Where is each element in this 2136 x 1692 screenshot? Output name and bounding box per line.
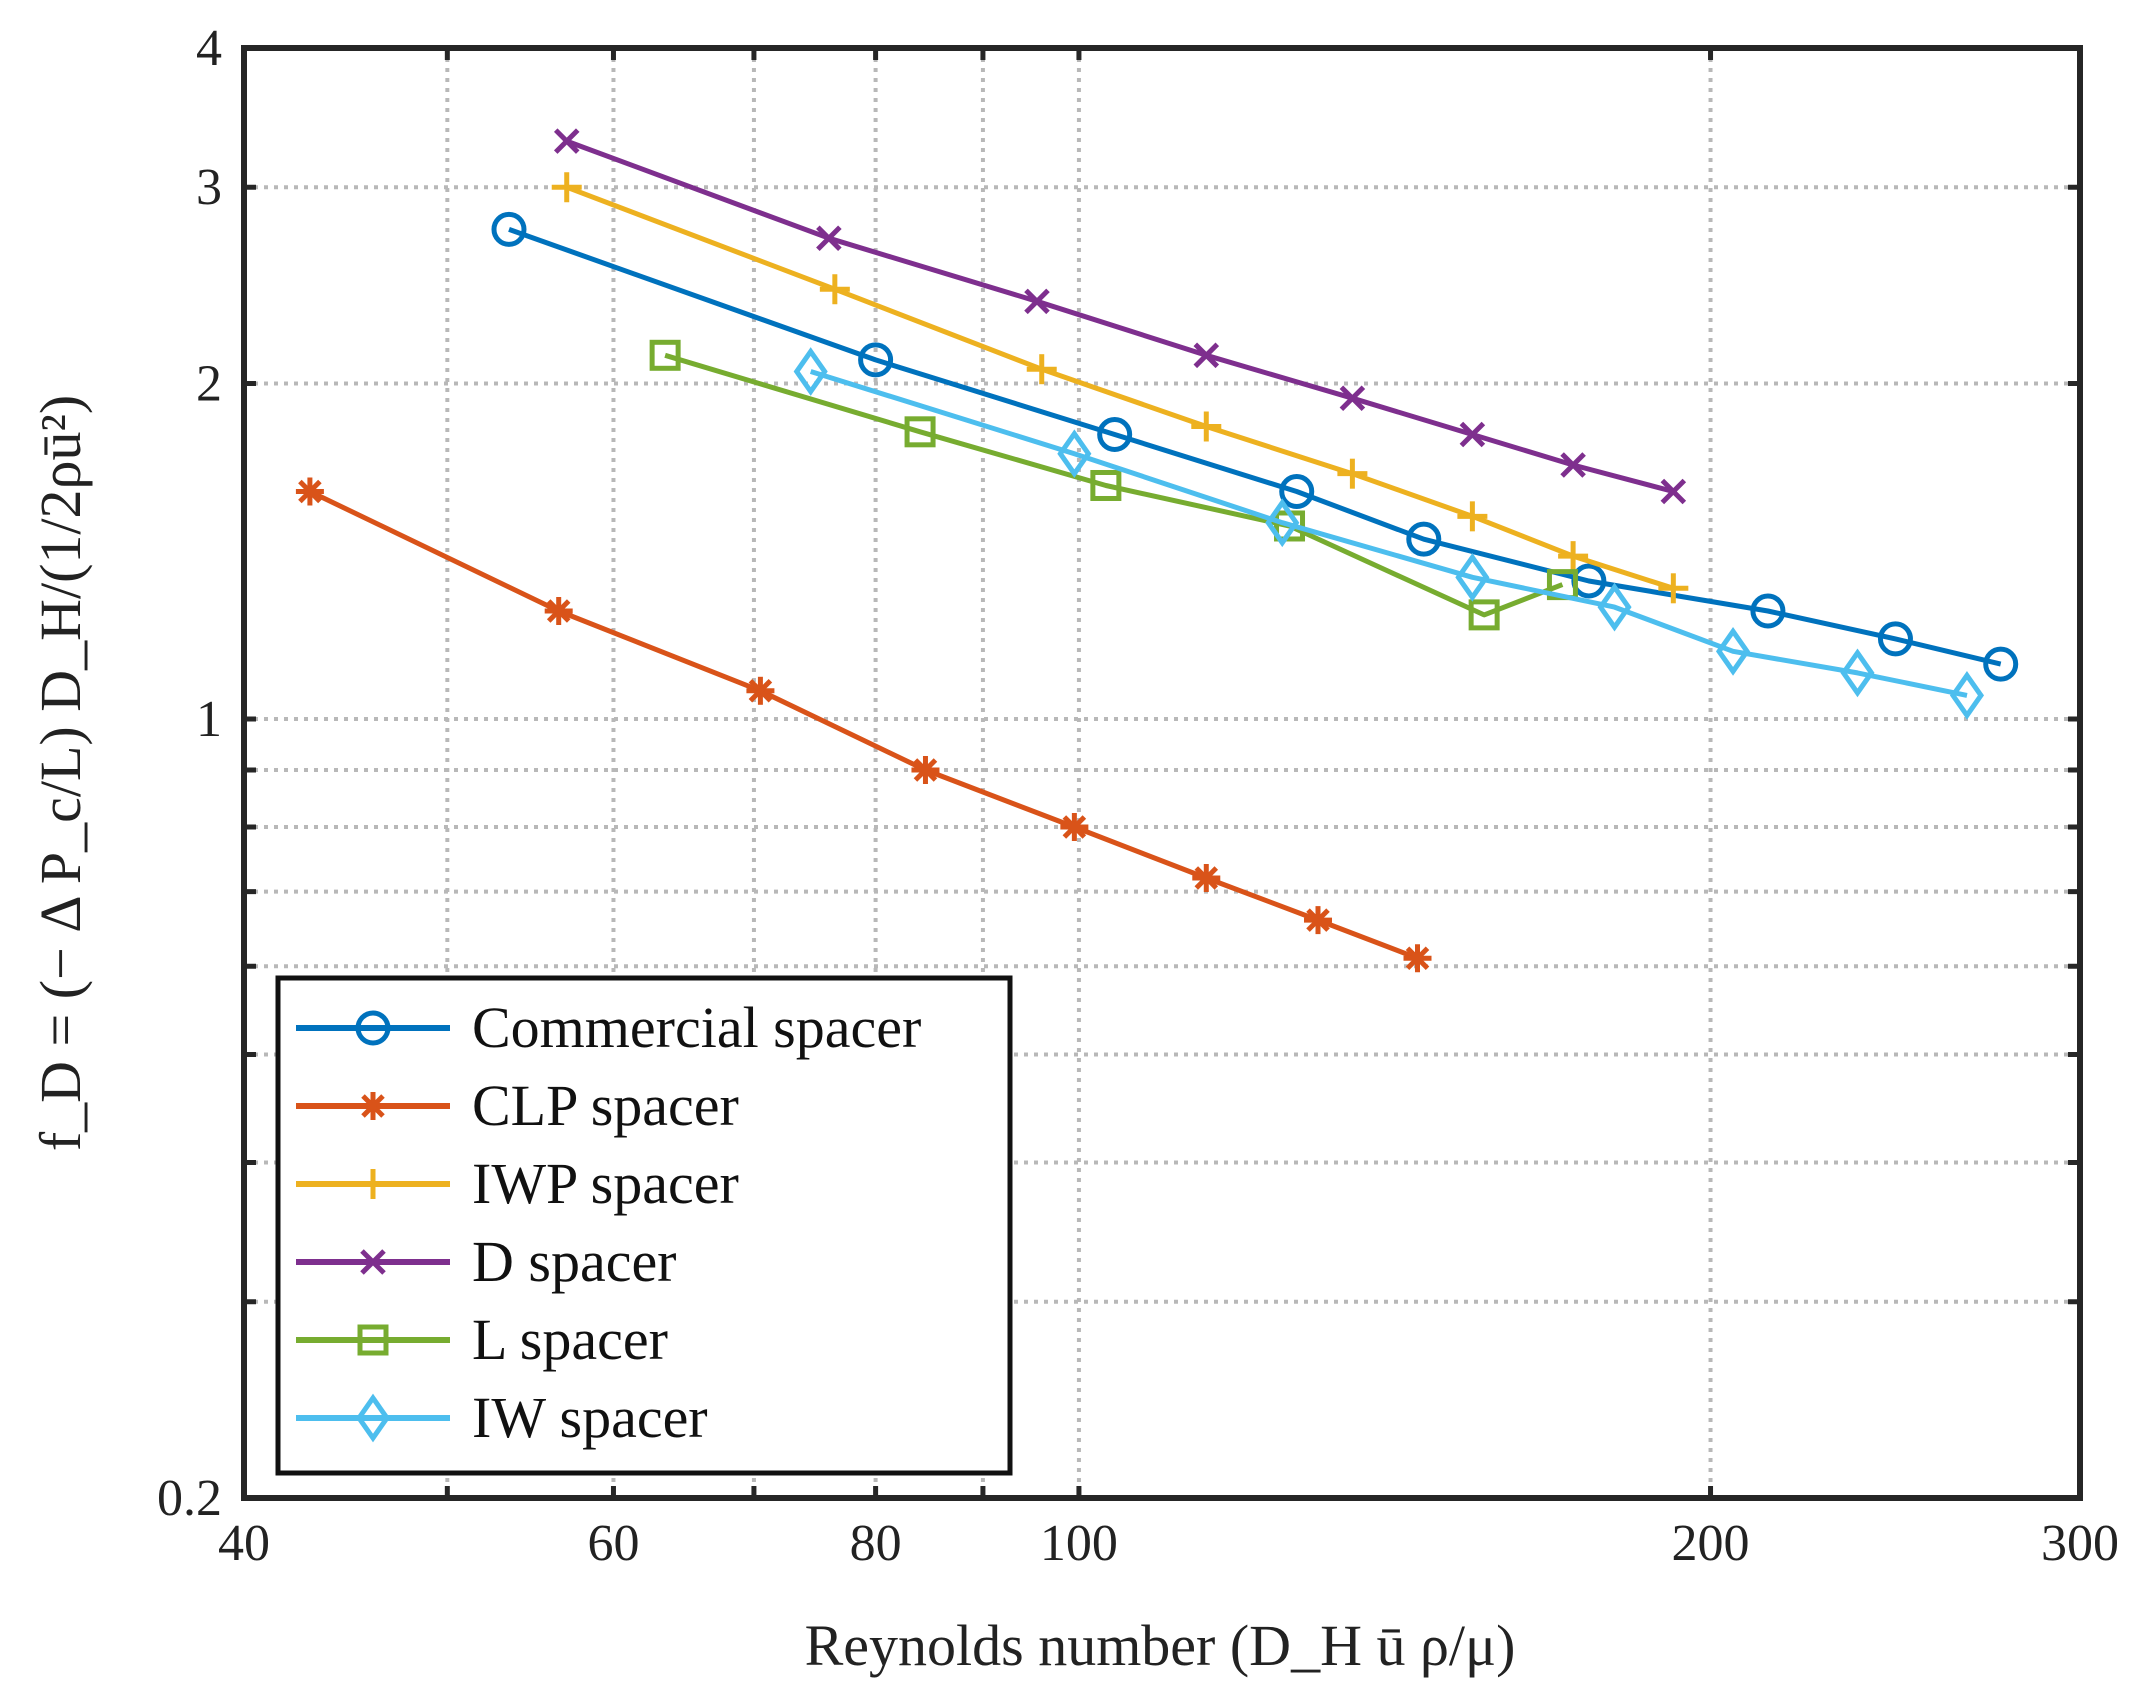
x-tick-label: 200 (1672, 1515, 1750, 1572)
data-point-clp-spacer (544, 596, 573, 625)
data-point-d-spacer (1024, 288, 1050, 315)
series-clp-spacer (295, 477, 1432, 973)
data-point-commercial-spacer (1279, 474, 1315, 510)
data-point-clp-spacer (1403, 944, 1432, 973)
data-point-commercial-spacer (1097, 416, 1133, 452)
legend-item-commercial-spacer: Commercial spacer (296, 995, 921, 1060)
legend-item-iw-spacer: IW spacer (296, 1385, 708, 1450)
data-point-iw-spacer (793, 347, 828, 396)
x-tick-label: 100 (1040, 1515, 1118, 1572)
data-point-clp-spacer (746, 676, 775, 705)
series-d-spacer (553, 128, 1687, 505)
data-point-commercial-spacer (1406, 521, 1442, 557)
data-point-d-spacer (1459, 421, 1486, 448)
data-point-d-spacer (1560, 452, 1586, 478)
legend-label: L spacer (472, 1307, 668, 1372)
data-point-l-spacer (904, 416, 936, 448)
data-point-commercial-spacer (858, 342, 894, 378)
legend-item-l-spacer: L spacer (296, 1307, 668, 1372)
legend: Commercial spacer CLP spacer IWP spacer D s… (275, 975, 1013, 1476)
data-point-iw-spacer (1597, 582, 1632, 632)
data-point-commercial-spacer (1983, 646, 2019, 682)
y-tick-label: 1 (196, 691, 222, 748)
series-iw-spacer (793, 347, 1985, 720)
data-point-d-spacer (1660, 478, 1687, 505)
legend-label: D spacer (472, 1229, 677, 1294)
legend-label: IWP spacer (472, 1151, 739, 1216)
data-point-clp-spacer (295, 477, 324, 506)
x-tick-label: 300 (2041, 1515, 2119, 1572)
data-point-iw-spacer (1265, 498, 1300, 548)
data-point-iwp-spacer (819, 274, 850, 305)
legend-item-d-spacer: D spacer (296, 1229, 677, 1294)
data-point-iw-spacer (1057, 429, 1092, 479)
y-tick-label: 0.2 (157, 1470, 222, 1527)
series-line-commercial-spacer (508, 227, 2002, 667)
series-line-iw-spacer (809, 369, 1968, 698)
series-commercial-spacer (491, 211, 2019, 682)
legend-label: Commercial spacer (472, 995, 921, 1060)
legend-item-iwp-spacer: IWP spacer (296, 1151, 739, 1216)
legend-item-clp-spacer: CLP spacer (296, 1073, 739, 1138)
data-point-clp-spacer (1304, 906, 1333, 935)
data-point-iwp-spacer (551, 172, 582, 203)
data-point-clp-spacer (1192, 864, 1221, 892)
data-point-commercial-spacer (1877, 621, 1913, 657)
series-line-iwp-spacer (565, 184, 1675, 591)
legend-marker (358, 1169, 388, 1199)
data-point-iwp-spacer (1457, 501, 1488, 532)
grid (244, 48, 2080, 1498)
data-point-clp-spacer (911, 755, 940, 784)
data-point-iw-spacer (1840, 648, 1875, 698)
series-layer (295, 128, 2019, 973)
legend-label: IW spacer (472, 1385, 708, 1450)
legend-marker (355, 1393, 391, 1443)
series-line-clp-spacer (308, 489, 1419, 961)
data-point-d-spacer (553, 128, 580, 154)
data-point-iw-spacer (1715, 626, 1751, 676)
data-point-d-spacer (1339, 385, 1366, 412)
y-tick-label: 4 (196, 20, 222, 77)
data-point-clp-spacer (1060, 813, 1089, 842)
data-point-iwp-spacer (1337, 458, 1368, 489)
x-axis-title: Reynolds number (D_H ū ρ/μ) (805, 1613, 1516, 1678)
data-point-l-spacer (1090, 469, 1122, 501)
legend-marker (359, 1092, 387, 1120)
series-iwp-spacer (551, 172, 1689, 604)
legend-marker (357, 1324, 389, 1356)
data-point-iw-spacer (1949, 671, 1985, 720)
x-tick-label: 80 (850, 1515, 902, 1572)
legend-box (275, 975, 1013, 1476)
data-point-iwp-spacer (1026, 354, 1057, 385)
plot-frame (241, 45, 2083, 1501)
data-point-l-spacer (1468, 599, 1500, 631)
y-axis-title: f_D = (− Δ P_c/L) D_H/(1/2ρū²) (28, 395, 93, 1151)
x-tick-label: 40 (218, 1515, 270, 1572)
data-point-commercial-spacer (1750, 593, 1786, 629)
data-point-d-spacer (816, 225, 842, 252)
y-tick-label: 3 (196, 159, 222, 216)
data-point-l-spacer (649, 339, 681, 371)
y-tick-label: 2 (196, 355, 222, 412)
x-tick-label: 60 (587, 1515, 639, 1572)
data-point-commercial-spacer (491, 211, 527, 247)
data-point-iwp-spacer (1191, 411, 1222, 442)
axis-ticks: 40 60 80 100 200 300 0.2 1 2 3 4 (157, 20, 2119, 1572)
data-point-iwp-spacer (1658, 573, 1689, 604)
legend-marker (355, 1010, 391, 1046)
data-point-iw-spacer (1455, 552, 1490, 602)
series-line-d-spacer (565, 138, 1674, 494)
data-point-iwp-spacer (1558, 541, 1589, 572)
data-point-d-spacer (1193, 342, 1220, 369)
legend-marker (360, 1249, 386, 1275)
legend-label: CLP spacer (472, 1073, 739, 1138)
